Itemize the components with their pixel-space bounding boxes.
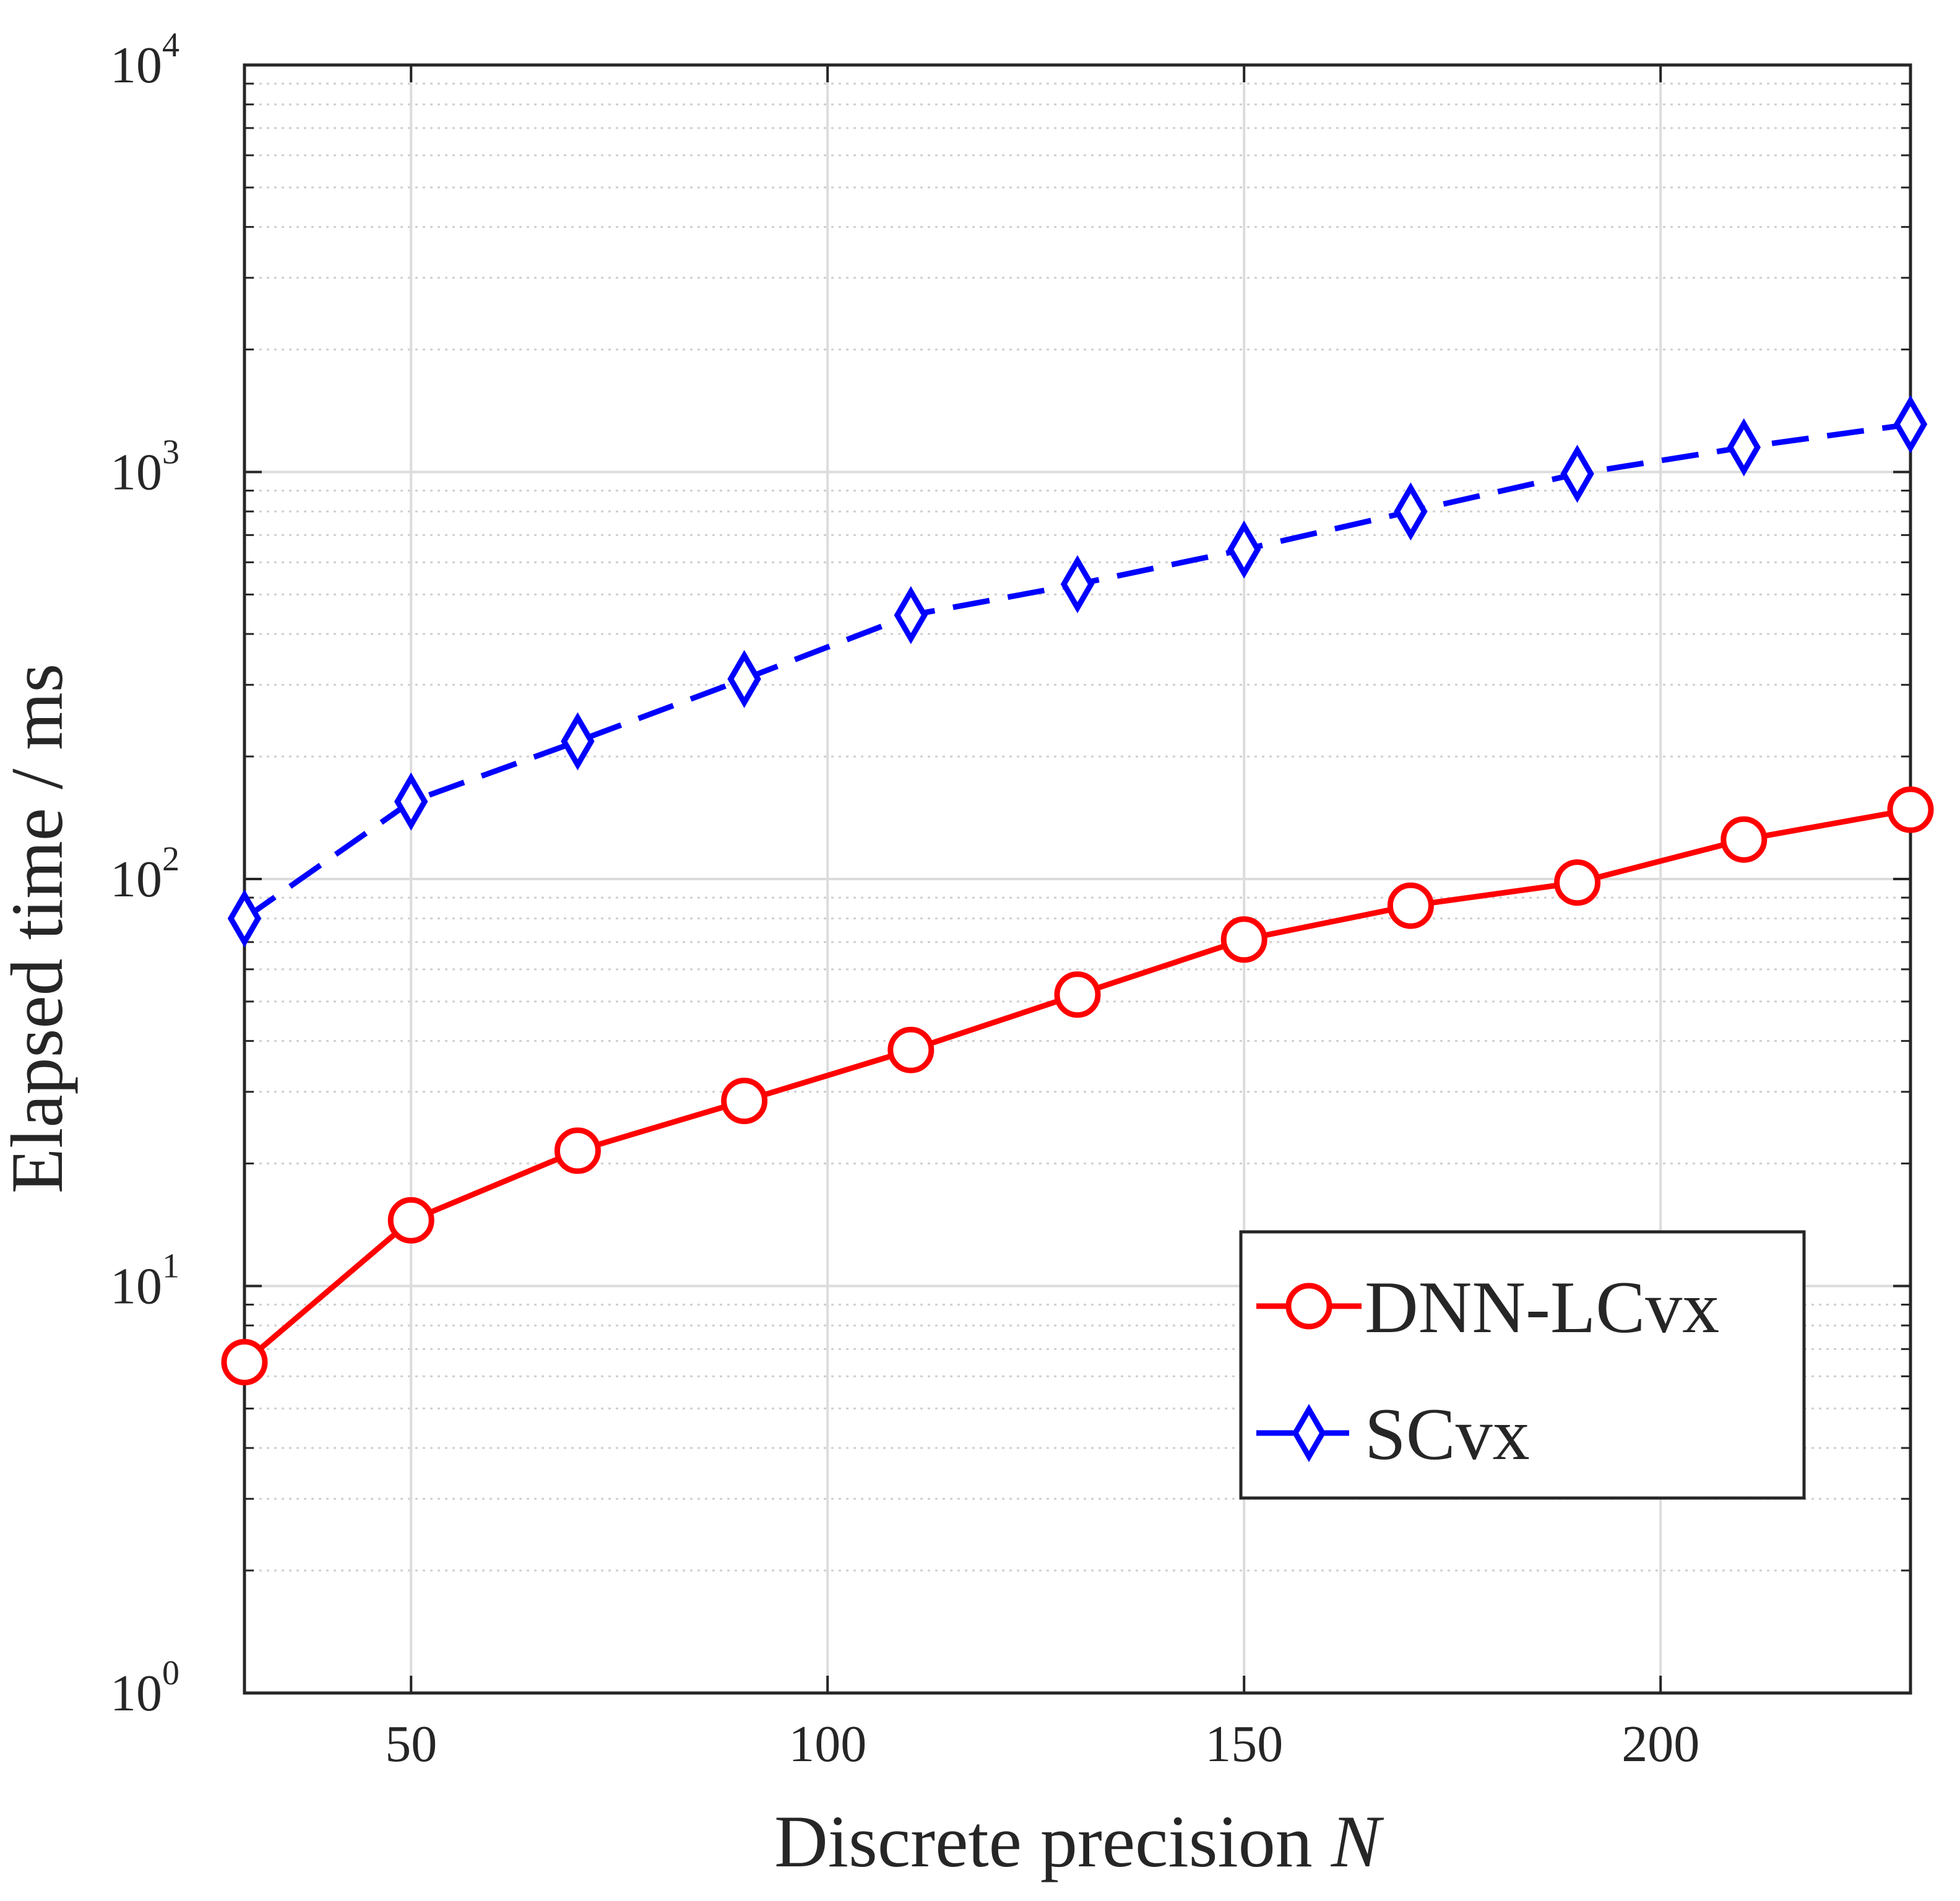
- x-tick-label: 100: [788, 1715, 866, 1773]
- data-point-diamond: [1394, 482, 1428, 541]
- data-point-diamond: [1893, 395, 1928, 454]
- series-dnn-lcvx: [221, 786, 1934, 1386]
- x-tick-label: 50: [385, 1715, 437, 1773]
- legend-item: SCvx: [1256, 1393, 1530, 1475]
- data-point-circle: [887, 1026, 935, 1073]
- legend: DNN-LCvx SCvx: [1239, 1230, 1806, 1500]
- y-tick-label: 103: [110, 433, 179, 501]
- data-point-circle: [221, 1339, 268, 1386]
- y-tick-label: 104: [110, 26, 179, 94]
- data-point-circle: [387, 1197, 434, 1244]
- data-point-circle: [1387, 882, 1434, 929]
- data-point-circle: [1220, 916, 1267, 963]
- x-tick-label: 200: [1621, 1715, 1699, 1773]
- data-point-diamond: [1560, 444, 1594, 503]
- legend-label: DNN-LCvx: [1365, 1266, 1719, 1348]
- legend-box: [1239, 1230, 1806, 1500]
- data-point-circle: [1554, 859, 1601, 906]
- axes: 50 100 150 200 100 101 102 103 104: [110, 26, 1912, 1773]
- data-point-diamond: [561, 712, 595, 771]
- data-point-diamond: [894, 586, 928, 644]
- y-tick-label: 102: [110, 840, 179, 908]
- legend-marker-diamond: [1292, 1404, 1326, 1462]
- series-layer: [221, 395, 1934, 1386]
- x-axis-title-var: N: [1331, 1800, 1384, 1882]
- data-point-circle: [1054, 971, 1101, 1018]
- data-point-circle: [554, 1127, 601, 1174]
- y-tick-label: 100: [110, 1654, 179, 1722]
- y-tick-label: 101: [110, 1247, 179, 1315]
- x-axis-title: Discrete precision N: [774, 1800, 1384, 1882]
- x-axis-title-text: Discrete precision: [774, 1800, 1313, 1882]
- legend-marker-circle: [1285, 1283, 1332, 1330]
- legend-item: DNN-LCvx: [1256, 1266, 1719, 1348]
- series-scvx: [227, 395, 1928, 948]
- data-point-circle: [721, 1077, 768, 1124]
- data-point-circle: [1720, 816, 1768, 863]
- data-point-circle: [1887, 786, 1934, 833]
- data-point-diamond: [1060, 555, 1095, 613]
- data-point-diamond: [727, 649, 761, 708]
- legend-label: SCvx: [1365, 1393, 1530, 1475]
- x-tick-label: 150: [1205, 1715, 1283, 1773]
- data-point-diamond: [394, 772, 428, 831]
- data-point-diamond: [1727, 418, 1761, 477]
- y-axis-title: Elapsed time / ms: [0, 664, 78, 1194]
- data-point-diamond: [227, 889, 262, 948]
- data-point-diamond: [1227, 520, 1261, 579]
